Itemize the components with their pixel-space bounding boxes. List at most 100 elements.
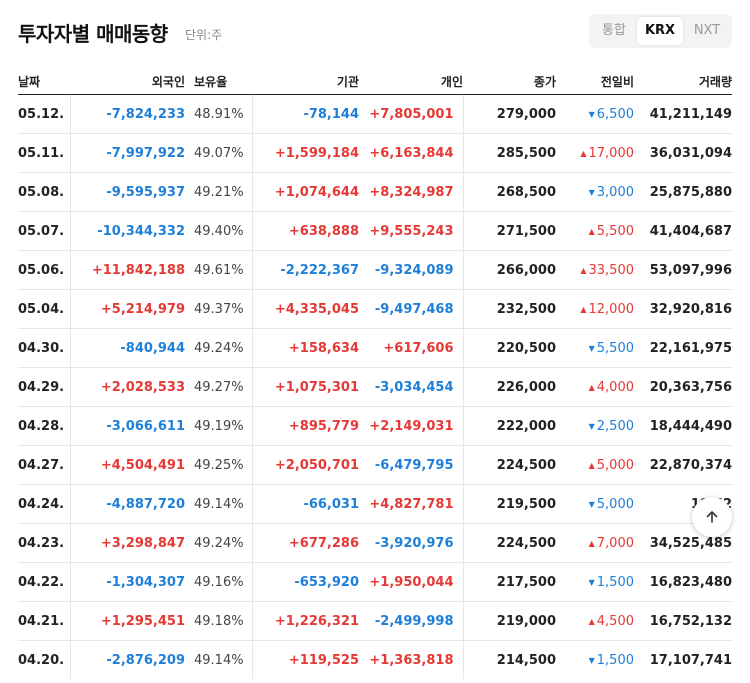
row-institution-net: +4,335,045: [252, 289, 359, 329]
row-institution-net: +1,599,184: [252, 133, 359, 173]
triangle-up-icon: ▲: [580, 148, 587, 158]
triangle-up-icon: ▲: [588, 538, 595, 548]
row-change: ▼ 5,000: [556, 484, 634, 524]
row-date: 04.21.: [18, 601, 71, 641]
row-foreign-net: -840,944: [70, 328, 185, 368]
row-individual-net: +1,950,044: [359, 562, 464, 602]
row-volume: 16,823,480: [634, 562, 732, 602]
row-volume: 53,097,996: [634, 250, 732, 290]
row-foreign-ratio: 49.14%: [185, 640, 253, 679]
row-institution-net: +677,286: [252, 523, 359, 563]
row-institution-net: -66,031: [252, 484, 359, 524]
row-change: ▲ 12,000: [556, 289, 635, 329]
row-foreign-ratio: 49.14%: [185, 484, 253, 524]
row-individual-net: +2,149,031: [359, 406, 464, 446]
change-value: 5,000: [596, 457, 634, 473]
row-change: ▲ 17,000: [556, 133, 634, 173]
row-institution-net: +1,074,644: [252, 172, 359, 212]
row-institution-net: +638,888: [252, 211, 359, 251]
row-foreign-net: +2,028,533: [70, 367, 185, 407]
row-individual-net: +1,363,818: [359, 640, 464, 679]
tab-nxt[interactable]: NXT: [693, 23, 721, 38]
row-foreign-ratio: 49.24%: [185, 328, 253, 368]
row-foreign-ratio: 49.24%: [185, 523, 253, 563]
row-change: ▲ 4,000: [556, 367, 634, 407]
row-date: 05.04.: [18, 289, 71, 329]
row-foreign-net: -10,344,332: [70, 211, 185, 251]
row-foreign-ratio: 49.37%: [185, 289, 253, 329]
tab-integrated[interactable]: 통합: [602, 23, 626, 38]
row-close-price: 271,500: [463, 211, 556, 251]
table-row: 04.20. -2,876,209 49.14% +119,525 +1,363,818…: [18, 640, 732, 680]
row-close-price: 219,500: [463, 484, 556, 524]
change-value: 5,500: [596, 340, 634, 356]
col-header-institution: 기관: [252, 70, 359, 95]
row-change: ▲ 5,500: [556, 211, 634, 251]
row-volume: 34,525,485: [634, 523, 732, 563]
table-row: 05.04. +5,214,979 49.37% +4,335,045 -9,497,4…: [18, 289, 732, 329]
row-individual-net: +7,805,001: [359, 94, 464, 134]
change-value: 12,000: [588, 301, 635, 317]
row-volume: 25,875,880: [634, 172, 732, 212]
investor-trading-table: 날짜 외국인 보유율 기관 개인 종가 전일비 거래량 05.12. -7,824…: [18, 70, 732, 679]
change-value: 7,000: [596, 535, 634, 551]
row-institution-net: +158,634: [252, 328, 359, 368]
table-row: 04.28. -3,066,611 49.19% +895,779 +2,149,031…: [18, 406, 732, 446]
row-individual-net: -9,497,468: [359, 289, 464, 329]
arrow-up-icon: [706, 511, 718, 523]
change-value: 1,500: [596, 574, 634, 590]
tab-krx[interactable]: KRX: [637, 17, 683, 45]
change-value: 3,000: [596, 184, 634, 200]
row-date: 05.08.: [18, 172, 71, 212]
row-volume: 20,363,756: [634, 367, 732, 407]
row-institution-net: +1,226,321: [252, 601, 359, 641]
row-close-price: 222,000: [463, 406, 556, 446]
triangle-up-icon: ▲: [588, 226, 595, 236]
triangle-down-icon: ▼: [588, 343, 595, 353]
table-row: 04.29. +2,028,533 49.27% +1,075,301 -3,034,4…: [18, 367, 732, 407]
col-header-foreign: 외국인: [70, 70, 185, 95]
row-date: 04.30.: [18, 328, 71, 368]
row-change: ▲ 4,500: [556, 601, 634, 641]
table-row: 04.30. -840,944 49.24% +158,634 +617,606 220,…: [18, 328, 732, 368]
triangle-down-icon: ▼: [588, 187, 595, 197]
row-foreign-ratio: 49.07%: [185, 133, 253, 173]
row-institution-net: -2,222,367: [252, 250, 359, 290]
row-foreign-net: +1,295,451: [70, 601, 185, 641]
row-foreign-net: -7,824,233: [70, 94, 185, 134]
row-close-price: 232,500: [463, 289, 556, 329]
change-value: 2,500: [596, 418, 634, 434]
row-close-price: 226,000: [463, 367, 556, 407]
triangle-up-icon: ▲: [588, 382, 595, 392]
row-foreign-ratio: 49.16%: [185, 562, 253, 602]
unit-label: 단위:주: [185, 28, 223, 42]
row-date: 04.20.: [18, 640, 71, 679]
row-foreign-ratio: 49.61%: [185, 250, 253, 290]
change-value: 5,500: [596, 223, 634, 239]
row-individual-net: +617,606: [359, 328, 464, 368]
row-date: 04.27.: [18, 445, 71, 485]
row-date: 04.28.: [18, 406, 71, 446]
row-date: 05.12.: [18, 94, 71, 134]
row-foreign-ratio: 49.40%: [185, 211, 253, 251]
row-volume: 32,920,816: [634, 289, 732, 329]
row-foreign-ratio: 49.25%: [185, 445, 253, 485]
row-foreign-net: +3,298,847: [70, 523, 185, 563]
row-volume: 18,444,490: [634, 406, 732, 446]
table-row: 05.08. -9,595,937 49.21% +1,074,644 +8,324,9…: [18, 172, 732, 212]
table-row: 04.21. +1,295,451 49.18% +1,226,321 -2,499,9…: [18, 601, 732, 641]
row-volume: 41,404,687: [634, 211, 732, 251]
row-change: ▼ 1,500: [556, 641, 634, 680]
row-institution-net: +119,525: [288, 652, 359, 668]
header: 투자자별 매매동향 단위:주 통합 KRX NXT: [18, 14, 732, 50]
change-value: 33,500: [588, 262, 635, 278]
change-value: 5,000: [596, 496, 634, 512]
row-individual-net: +8,324,987: [359, 172, 464, 212]
row-foreign-ratio: 49.18%: [185, 601, 253, 641]
scroll-top-button[interactable]: [692, 497, 732, 537]
row-individual-net: +6,163,844: [359, 133, 464, 173]
row-close-price: 285,500: [463, 133, 556, 173]
row-change: ▲ 7,000: [556, 523, 634, 563]
row-institution-net: -653,920: [252, 562, 359, 602]
col-header-volume: 거래량: [634, 70, 732, 95]
